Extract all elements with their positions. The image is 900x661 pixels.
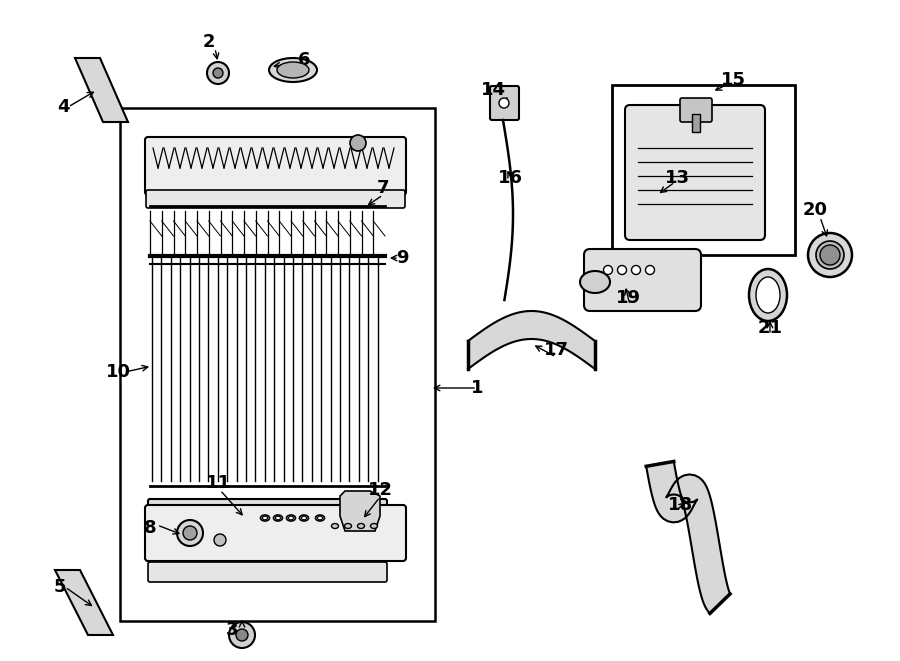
Text: 11: 11 bbox=[205, 474, 230, 492]
Polygon shape bbox=[646, 461, 731, 613]
Ellipse shape bbox=[808, 233, 852, 277]
Circle shape bbox=[236, 629, 248, 641]
Ellipse shape bbox=[260, 515, 269, 521]
Ellipse shape bbox=[277, 62, 309, 78]
Ellipse shape bbox=[300, 515, 309, 521]
Polygon shape bbox=[55, 570, 113, 635]
Circle shape bbox=[645, 266, 654, 274]
Circle shape bbox=[229, 622, 255, 648]
FancyBboxPatch shape bbox=[584, 249, 701, 311]
Ellipse shape bbox=[749, 269, 787, 321]
Text: 1: 1 bbox=[471, 379, 483, 397]
FancyBboxPatch shape bbox=[148, 562, 387, 582]
Circle shape bbox=[207, 62, 229, 84]
Polygon shape bbox=[75, 58, 128, 122]
Ellipse shape bbox=[357, 524, 364, 529]
Ellipse shape bbox=[580, 271, 610, 293]
Circle shape bbox=[604, 266, 613, 274]
Ellipse shape bbox=[756, 277, 780, 313]
Polygon shape bbox=[340, 491, 380, 531]
Text: 10: 10 bbox=[105, 363, 130, 381]
Text: 6: 6 bbox=[298, 51, 310, 69]
Ellipse shape bbox=[274, 515, 283, 521]
Circle shape bbox=[183, 526, 197, 540]
FancyBboxPatch shape bbox=[490, 86, 519, 120]
Circle shape bbox=[499, 98, 509, 108]
Circle shape bbox=[177, 520, 203, 546]
Text: 7: 7 bbox=[377, 179, 389, 197]
Text: 5: 5 bbox=[54, 578, 67, 596]
Circle shape bbox=[617, 266, 626, 274]
FancyBboxPatch shape bbox=[146, 190, 405, 208]
Circle shape bbox=[632, 266, 641, 274]
Ellipse shape bbox=[816, 241, 844, 269]
FancyBboxPatch shape bbox=[680, 98, 712, 122]
Text: 14: 14 bbox=[481, 81, 506, 99]
Text: 8: 8 bbox=[144, 519, 157, 537]
Bar bbox=[692, 114, 700, 132]
Ellipse shape bbox=[371, 524, 377, 529]
Ellipse shape bbox=[269, 58, 317, 82]
FancyBboxPatch shape bbox=[625, 105, 765, 240]
Bar bbox=[612, 85, 795, 255]
FancyBboxPatch shape bbox=[145, 505, 406, 561]
Text: 9: 9 bbox=[396, 249, 409, 267]
Text: 19: 19 bbox=[616, 289, 641, 307]
Text: 13: 13 bbox=[664, 169, 689, 187]
Text: 16: 16 bbox=[498, 169, 523, 187]
Ellipse shape bbox=[286, 515, 295, 521]
Text: 2: 2 bbox=[202, 33, 215, 51]
Ellipse shape bbox=[331, 524, 338, 529]
Ellipse shape bbox=[275, 516, 281, 520]
Text: 21: 21 bbox=[758, 319, 782, 337]
Ellipse shape bbox=[345, 524, 352, 529]
Circle shape bbox=[350, 135, 366, 151]
Text: 12: 12 bbox=[367, 481, 392, 499]
Text: 17: 17 bbox=[544, 341, 569, 359]
Text: 4: 4 bbox=[57, 98, 69, 116]
Text: 15: 15 bbox=[721, 71, 745, 89]
Ellipse shape bbox=[316, 515, 325, 521]
Ellipse shape bbox=[302, 516, 307, 520]
Circle shape bbox=[820, 245, 840, 265]
Polygon shape bbox=[468, 311, 595, 369]
Circle shape bbox=[213, 68, 223, 78]
Circle shape bbox=[214, 534, 226, 546]
Ellipse shape bbox=[263, 516, 267, 520]
Bar bbox=[120, 108, 435, 621]
Text: 18: 18 bbox=[668, 496, 693, 514]
FancyBboxPatch shape bbox=[148, 499, 387, 517]
FancyBboxPatch shape bbox=[145, 137, 406, 195]
Ellipse shape bbox=[289, 516, 293, 520]
Text: 20: 20 bbox=[803, 201, 827, 219]
Ellipse shape bbox=[318, 516, 322, 520]
Text: 3: 3 bbox=[226, 621, 239, 639]
